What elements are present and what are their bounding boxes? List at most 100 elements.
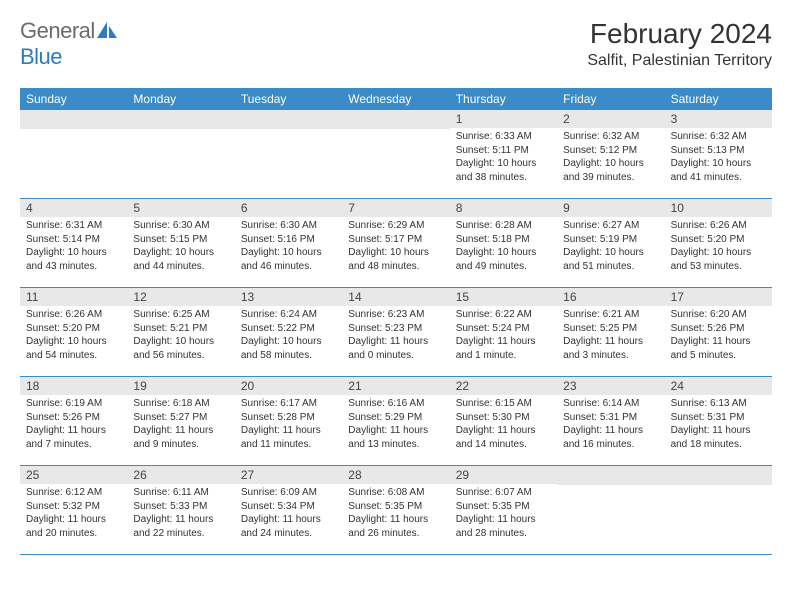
sunset-line: Sunset: 5:35 PM	[348, 500, 443, 514]
day-cell: 25Sunrise: 6:12 AMSunset: 5:32 PMDayligh…	[20, 466, 127, 554]
day-cell: 14 Sunrise: 6:23 AMSunset: 5:23 PMDayligh…	[342, 288, 449, 376]
day-number: 1	[450, 110, 557, 128]
sunset-line: Sunset: 5:31 PM	[671, 411, 766, 425]
day-cell: 21Sunrise: 6:16 AMSunset: 5:29 PMDayligh…	[342, 377, 449, 465]
daylight-line: Daylight: 10 hours and 39 minutes.	[563, 157, 658, 184]
daylight-line: Daylight: 11 hours and 28 minutes.	[456, 513, 551, 540]
day-number: 4	[20, 199, 127, 217]
day-cell: 8Sunrise: 6:28 AMSunset: 5:18 PMDaylight…	[450, 199, 557, 287]
day-number: 6	[235, 199, 342, 217]
sunrise-line: Sunrise: 6:19 AM	[26, 397, 121, 411]
sunset-line: Sunset: 5:22 PM	[241, 322, 336, 336]
daylight-line: Daylight: 11 hours and 20 minutes.	[26, 513, 121, 540]
daylight-line: Daylight: 10 hours and 41 minutes.	[671, 157, 766, 184]
day-number: 22	[450, 377, 557, 395]
daylight-line: Daylight: 11 hours and 18 minutes.	[671, 424, 766, 451]
sunset-line: Sunset: 5:34 PM	[241, 500, 336, 514]
day-cell: 22Sunrise: 6:15 AMSunset: 5:30 PMDayligh…	[450, 377, 557, 465]
sunrise-line: Sunrise: 6:29 AM	[348, 219, 443, 233]
day-cell: 24Sunrise: 6:13 AMSunset: 5:31 PMDayligh…	[665, 377, 772, 465]
weekday-sunday: Sunday	[20, 88, 127, 110]
day-info: Sunrise: 6:20 AMSunset: 5:26 PMDaylight:…	[665, 306, 772, 366]
day-number: 2	[557, 110, 664, 128]
day-cell	[127, 110, 234, 198]
day-cell: 12Sunrise: 6:25 AMSunset: 5:21 PMDayligh…	[127, 288, 234, 376]
day-number: 18	[20, 377, 127, 395]
sunset-line: Sunset: 5:25 PM	[563, 322, 658, 336]
sunrise-line: Sunrise: 6:24 AM	[241, 308, 336, 322]
page-header: General Blue February 2024 Salfit, Pales…	[20, 18, 772, 70]
day-number: 14	[342, 288, 449, 306]
day-cell: 26Sunrise: 6:11 AMSunset: 5:33 PMDayligh…	[127, 466, 234, 554]
day-number: 7	[342, 199, 449, 217]
empty-day-number	[127, 110, 234, 129]
day-number: 13	[235, 288, 342, 306]
daylight-line: Daylight: 11 hours and 7 minutes.	[26, 424, 121, 451]
daylight-line: Daylight: 10 hours and 58 minutes.	[241, 335, 336, 362]
day-info: Sunrise: 6:33 AMSunset: 5:11 PMDaylight:…	[450, 128, 557, 188]
logo: General Blue	[20, 18, 119, 70]
weekday-wednesday: Wednesday	[342, 88, 449, 110]
sunrise-line: Sunrise: 6:07 AM	[456, 486, 551, 500]
sunset-line: Sunset: 5:23 PM	[348, 322, 443, 336]
day-info: Sunrise: 6:11 AMSunset: 5:33 PMDaylight:…	[127, 484, 234, 544]
sunset-line: Sunset: 5:13 PM	[671, 144, 766, 158]
daylight-line: Daylight: 11 hours and 0 minutes.	[348, 335, 443, 362]
sunset-line: Sunset: 5:15 PM	[133, 233, 228, 247]
location: Salfit, Palestinian Territory	[587, 52, 772, 70]
sunrise-line: Sunrise: 6:26 AM	[26, 308, 121, 322]
weekday-header-row: Sunday Monday Tuesday Wednesday Thursday…	[20, 88, 772, 110]
day-number: 28	[342, 466, 449, 484]
sunrise-line: Sunrise: 6:23 AM	[348, 308, 443, 322]
sunrise-line: Sunrise: 6:11 AM	[133, 486, 228, 500]
day-cell: 16Sunrise: 6:21 AMSunset: 5:25 PMDayligh…	[557, 288, 664, 376]
logo-text: General Blue	[20, 18, 119, 70]
day-number: 8	[450, 199, 557, 217]
sunrise-line: Sunrise: 6:33 AM	[456, 130, 551, 144]
sunset-line: Sunset: 5:18 PM	[456, 233, 551, 247]
sunrise-line: Sunrise: 6:13 AM	[671, 397, 766, 411]
sunrise-line: Sunrise: 6:32 AM	[563, 130, 658, 144]
daylight-line: Daylight: 10 hours and 49 minutes.	[456, 246, 551, 273]
sunrise-line: Sunrise: 6:08 AM	[348, 486, 443, 500]
sunrise-line: Sunrise: 6:22 AM	[456, 308, 551, 322]
day-cell: 17Sunrise: 6:20 AMSunset: 5:26 PMDayligh…	[665, 288, 772, 376]
title-block: February 2024 Salfit, Palestinian Territ…	[587, 18, 772, 70]
day-cell	[342, 110, 449, 198]
week-row: 4Sunrise: 6:31 AMSunset: 5:14 PMDaylight…	[20, 199, 772, 288]
week-row: 11Sunrise: 6:26 AMSunset: 5:20 PMDayligh…	[20, 288, 772, 377]
sunset-line: Sunset: 5:24 PM	[456, 322, 551, 336]
day-cell: 15Sunrise: 6:22 AMSunset: 5:24 PMDayligh…	[450, 288, 557, 376]
sunrise-line: Sunrise: 6:18 AM	[133, 397, 228, 411]
sunrise-line: Sunrise: 6:15 AM	[456, 397, 551, 411]
day-cell: 18Sunrise: 6:19 AMSunset: 5:26 PMDayligh…	[20, 377, 127, 465]
empty-day-number	[342, 110, 449, 129]
day-number: 15	[450, 288, 557, 306]
day-cell: 2Sunrise: 6:32 AMSunset: 5:12 PMDaylight…	[557, 110, 664, 198]
day-info: Sunrise: 6:07 AMSunset: 5:35 PMDaylight:…	[450, 484, 557, 544]
sunrise-line: Sunrise: 6:30 AM	[241, 219, 336, 233]
sunrise-line: Sunrise: 6:17 AM	[241, 397, 336, 411]
day-info: Sunrise: 6:26 AMSunset: 5:20 PMDaylight:…	[20, 306, 127, 366]
day-info: Sunrise: 6:14 AMSunset: 5:31 PMDaylight:…	[557, 395, 664, 455]
daylight-line: Daylight: 11 hours and 16 minutes.	[563, 424, 658, 451]
weekday-tuesday: Tuesday	[235, 88, 342, 110]
day-info: Sunrise: 6:15 AMSunset: 5:30 PMDaylight:…	[450, 395, 557, 455]
day-info: Sunrise: 6:08 AMSunset: 5:35 PMDaylight:…	[342, 484, 449, 544]
daylight-line: Daylight: 11 hours and 5 minutes.	[671, 335, 766, 362]
weekday-monday: Monday	[127, 88, 234, 110]
sunrise-line: Sunrise: 6:32 AM	[671, 130, 766, 144]
day-info: Sunrise: 6:28 AMSunset: 5:18 PMDaylight:…	[450, 217, 557, 277]
daylight-line: Daylight: 10 hours and 56 minutes.	[133, 335, 228, 362]
day-cell: 19Sunrise: 6:18 AMSunset: 5:27 PMDayligh…	[127, 377, 234, 465]
week-row: 18Sunrise: 6:19 AMSunset: 5:26 PMDayligh…	[20, 377, 772, 466]
month-title: February 2024	[587, 18, 772, 50]
day-number: 20	[235, 377, 342, 395]
weeks-container: 1Sunrise: 6:33 AMSunset: 5:11 PMDaylight…	[20, 110, 772, 555]
daylight-line: Daylight: 11 hours and 22 minutes.	[133, 513, 228, 540]
day-info: Sunrise: 6:16 AMSunset: 5:29 PMDaylight:…	[342, 395, 449, 455]
sunrise-line: Sunrise: 6:20 AM	[671, 308, 766, 322]
logo-sail-icon	[97, 22, 119, 38]
sunset-line: Sunset: 5:17 PM	[348, 233, 443, 247]
sunrise-line: Sunrise: 6:16 AM	[348, 397, 443, 411]
